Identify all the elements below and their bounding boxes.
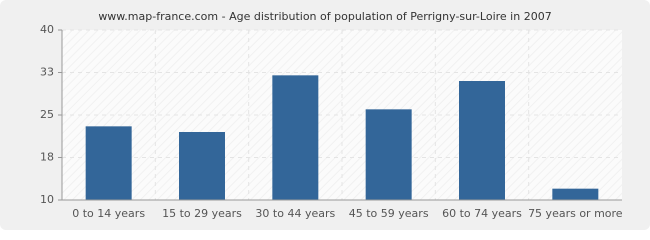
x-tick-label: 60 to 74 years — [442, 207, 522, 220]
bar — [85, 126, 132, 200]
chart-title: www.map-france.com - Age distribution of… — [98, 10, 551, 23]
bar — [365, 109, 412, 200]
x-tick-label: 45 to 59 years — [349, 207, 429, 220]
x-tick-label: 0 to 14 years — [72, 207, 145, 220]
y-tick-label: 10 — [40, 193, 54, 206]
bar — [179, 132, 225, 200]
y-tick-label: 40 — [40, 23, 54, 36]
bar — [459, 81, 505, 200]
x-tick-label: 30 to 44 years — [255, 207, 335, 220]
chart: www.map-france.com - Age distribution of… — [0, 0, 650, 230]
bar — [272, 75, 319, 200]
x-tick-label: 75 years or more — [528, 207, 623, 220]
bar — [552, 188, 599, 200]
x-tick-label: 15 to 29 years — [162, 207, 242, 220]
y-tick-label: 33 — [40, 66, 54, 79]
y-tick-label: 25 — [40, 108, 54, 121]
y-tick-label: 18 — [40, 151, 54, 164]
